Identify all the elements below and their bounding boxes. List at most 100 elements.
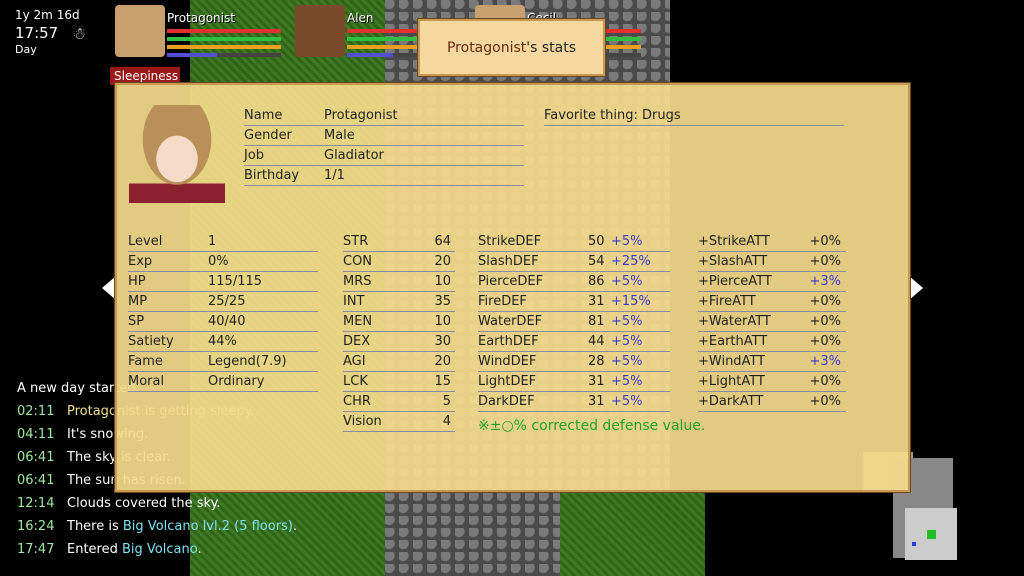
sp-fill: [347, 45, 461, 49]
divider: [244, 145, 524, 146]
attack-value: +3%: [809, 274, 841, 289]
defense-bonus: +25%: [611, 254, 651, 269]
attack-label: +LightATT: [698, 374, 765, 389]
basic-label: SP: [128, 314, 145, 329]
map-grass-2: [560, 492, 705, 576]
defense-value: 31: [588, 294, 605, 309]
attack-label: +WindATT: [698, 354, 766, 369]
defense-bonus: +5%: [611, 374, 643, 389]
basic-value: 40/40: [208, 314, 246, 329]
hp-bar: [347, 29, 461, 33]
divider: [478, 291, 670, 292]
divider: [128, 371, 318, 372]
log-time: 06:41: [17, 450, 55, 465]
next-arrow[interactable]: [909, 276, 923, 300]
log-time: 04:11: [17, 427, 55, 442]
defense-value: 28: [588, 354, 605, 369]
attack-label: +PierceATT: [698, 274, 772, 289]
stats-title-box: Protagonist's stats: [418, 19, 605, 76]
defense-value: 31: [588, 374, 605, 389]
divider: [343, 271, 455, 272]
profile-label: Gender: [244, 128, 292, 143]
defense-bonus: +5%: [611, 354, 643, 369]
favorite-thing: Favorite thing: Drugs: [544, 108, 681, 123]
prev-arrow[interactable]: [102, 276, 116, 300]
basic-label: MP: [128, 294, 148, 309]
divider: [478, 251, 670, 252]
divider: [343, 411, 455, 412]
basic-value: Ordinary: [208, 374, 265, 389]
attribute-label: MEN: [343, 314, 373, 329]
defense-label: EarthDEF: [478, 334, 539, 349]
log-text: Entered: [67, 542, 122, 557]
log-time: 02:11: [17, 404, 55, 419]
defense-value: 50: [588, 234, 605, 249]
profile-label: Job: [244, 148, 265, 163]
party-portrait: [115, 5, 165, 57]
divider: [698, 311, 846, 312]
attack-value: +0%: [809, 294, 841, 309]
defense-label: FireDEF: [478, 294, 527, 309]
attribute-label: STR: [343, 234, 369, 249]
defense-bonus: +5%: [611, 234, 643, 249]
attribute-label: AGI: [343, 354, 366, 369]
profile-value: Male: [324, 128, 355, 143]
basic-label: Moral: [128, 374, 165, 389]
sp-bar: [167, 45, 281, 49]
basic-value: 44%: [208, 334, 237, 349]
time-label: 17:57: [15, 24, 59, 42]
defense-bonus: +5%: [611, 274, 643, 289]
attribute-label: DEX: [343, 334, 371, 349]
exp-fill: [167, 53, 218, 57]
hp-bar: [167, 29, 281, 33]
basic-label: Fame: [128, 354, 163, 369]
attack-label: +WaterATT: [698, 314, 771, 329]
defense-label: StrikeDEF: [478, 234, 542, 249]
log-text: Big Volcano lvl.2 (5 floors): [122, 519, 293, 534]
basic-label: Level: [128, 234, 163, 249]
divider: [343, 371, 455, 372]
log-entry: 12:14 Clouds covered the sky.: [17, 496, 221, 511]
weather-icon: ☃: [72, 24, 87, 43]
title-suffix: 's stats: [526, 40, 577, 56]
status-badge: Sleepiness: [110, 67, 180, 85]
divider: [343, 351, 455, 352]
divider: [128, 331, 318, 332]
basic-value: 1: [208, 234, 217, 249]
divider: [698, 291, 846, 292]
divider: [244, 125, 524, 126]
divider: [478, 411, 670, 412]
attack-label: +EarthATT: [698, 334, 768, 349]
basic-label: Satiety: [128, 334, 174, 349]
basic-label: Exp: [128, 254, 153, 269]
profile-label: Name: [244, 108, 283, 123]
attack-value: +0%: [809, 394, 841, 409]
basic-value: 0%: [208, 254, 229, 269]
portrait: [129, 105, 225, 203]
log-time: 16:24: [17, 519, 55, 534]
attribute-label: MRS: [343, 274, 372, 289]
defense-bonus: +5%: [611, 314, 643, 329]
divider: [698, 371, 846, 372]
divider: [128, 251, 318, 252]
basic-label: HP: [128, 274, 146, 289]
log-text: There is: [67, 519, 123, 534]
log-time: 12:14: [17, 496, 55, 511]
divider: [343, 331, 455, 332]
attribute-value: 10: [434, 314, 451, 329]
title-name: Protagonist: [446, 40, 527, 56]
mp-fill: [347, 37, 461, 41]
divider: [544, 125, 844, 126]
divider: [698, 391, 846, 392]
sp-bar: [347, 45, 461, 49]
attack-value: +0%: [809, 334, 841, 349]
attribute-label: CHR: [343, 394, 371, 409]
divider: [244, 165, 524, 166]
attribute-value: 35: [434, 294, 451, 309]
divider: [478, 271, 670, 272]
divider: [128, 311, 318, 312]
log-text: .: [292, 519, 298, 534]
attribute-value: 4: [442, 414, 451, 429]
log-header: A new day started.: [17, 381, 140, 396]
log-entry: 16:24 There is Big Volcano lvl.2 (5 floor…: [17, 519, 297, 534]
